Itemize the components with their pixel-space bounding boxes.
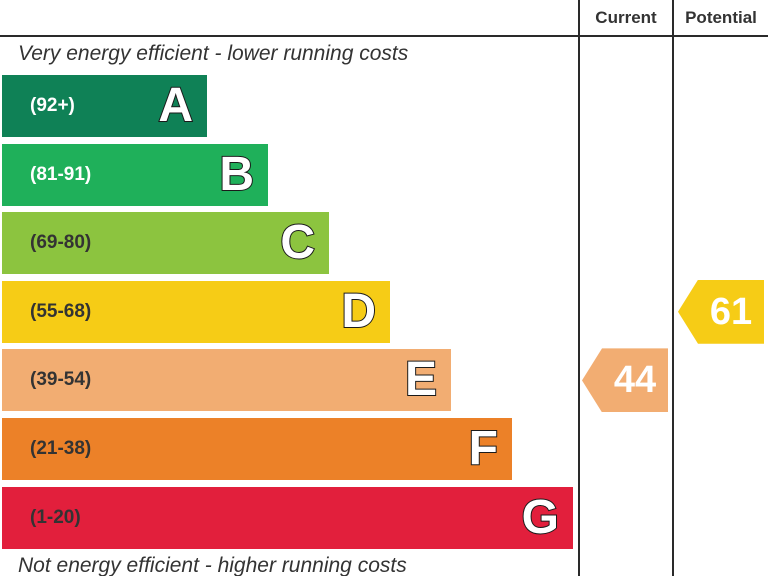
potential-rating-value: 61 xyxy=(709,290,753,333)
potential-column-header: Potential xyxy=(685,8,757,27)
band-b: (81-91) B xyxy=(2,143,268,206)
band-range-label: (55-68) xyxy=(30,300,92,322)
band-d: (55-68) D xyxy=(2,280,390,343)
current-column-header: Current xyxy=(595,8,657,27)
header-divider xyxy=(0,35,768,37)
band-e: (39-54) E xyxy=(2,349,451,412)
divider-current-column xyxy=(578,0,580,576)
band-range-label: (1-20) xyxy=(30,506,81,528)
caption-very-efficient: Very energy efficient - lower running co… xyxy=(18,42,409,65)
band-f: (21-38) F xyxy=(2,418,512,480)
band-letter-label: A xyxy=(157,78,194,133)
current-rating-arrow: 44 xyxy=(582,348,668,413)
band-range-label: (21-38) xyxy=(30,438,92,459)
potential-rating-arrow: 61 xyxy=(678,279,764,344)
band-letter-label: G xyxy=(521,490,560,545)
band-range-label: (69-80) xyxy=(30,232,92,254)
band-c: (69-80) C xyxy=(2,212,329,275)
band-letter-label: D xyxy=(340,284,377,339)
caption-not-efficient: Not energy efficient - higher running co… xyxy=(18,554,407,576)
band-range-label: (39-54) xyxy=(30,369,92,391)
band-range-label: (92+) xyxy=(30,95,75,116)
band-g: (1-20) G xyxy=(2,486,573,549)
current-rating-value: 44 xyxy=(613,359,657,402)
band-a: (92+) A xyxy=(2,75,207,137)
band-letter-label: B xyxy=(218,147,255,202)
divider-potential-column xyxy=(672,0,674,576)
band-letter-label: E xyxy=(404,352,438,407)
band-letter-label: C xyxy=(279,215,316,270)
band-range-label: (81-91) xyxy=(30,163,92,185)
band-letter-label: F xyxy=(468,421,499,476)
